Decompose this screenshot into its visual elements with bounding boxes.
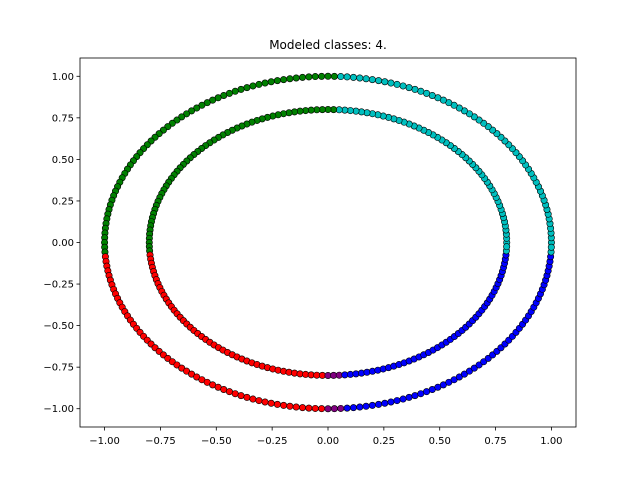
x-tick-label: −1.00 bbox=[89, 436, 120, 447]
data-point bbox=[249, 395, 257, 403]
data-point bbox=[330, 72, 338, 80]
data-point bbox=[343, 404, 351, 412]
x-axis: −1.00 −0.75 −0.50 −0.25 0.00 0.25 0.50 0.75 1.00 bbox=[89, 427, 563, 447]
data-point bbox=[324, 72, 332, 80]
data-point bbox=[318, 405, 326, 413]
data-point bbox=[311, 404, 319, 412]
data-point bbox=[305, 404, 313, 412]
data-point bbox=[267, 399, 275, 407]
data-point bbox=[286, 402, 294, 410]
data-point bbox=[255, 397, 263, 405]
data-point bbox=[417, 390, 425, 398]
data-point bbox=[237, 85, 245, 93]
y-tick-label: −0.75 bbox=[43, 363, 74, 374]
plot-frame bbox=[79, 57, 577, 428]
data-point bbox=[249, 82, 257, 90]
data-point bbox=[387, 398, 395, 406]
data-point bbox=[411, 392, 419, 400]
data-point bbox=[547, 243, 555, 251]
data-point bbox=[349, 404, 357, 412]
data-point bbox=[375, 400, 383, 408]
y-tick-label: −0.25 bbox=[43, 280, 74, 291]
y-tick-label: 0.25 bbox=[52, 196, 74, 207]
data-point bbox=[470, 364, 478, 372]
data-point bbox=[343, 73, 351, 81]
data-point bbox=[311, 73, 319, 81]
data-point bbox=[417, 87, 425, 95]
data-point bbox=[337, 73, 345, 81]
data-point bbox=[267, 78, 275, 86]
x-tick-label: 0.75 bbox=[484, 436, 506, 447]
data-point bbox=[237, 392, 245, 400]
data-point bbox=[286, 75, 294, 83]
y-tick-label: 0.00 bbox=[52, 238, 74, 249]
data-point bbox=[356, 74, 364, 82]
data-point bbox=[362, 402, 370, 410]
data-point bbox=[423, 89, 431, 97]
data-point bbox=[387, 79, 395, 87]
data-point bbox=[381, 78, 389, 86]
data-point bbox=[349, 73, 357, 81]
x-tick-label: 0.50 bbox=[429, 436, 451, 447]
y-tick-label: −0.50 bbox=[43, 321, 74, 332]
data-point bbox=[299, 404, 307, 412]
data-point bbox=[173, 361, 181, 369]
x-tick-label: 0.25 bbox=[373, 436, 395, 447]
data-point bbox=[330, 405, 338, 413]
data-point bbox=[405, 84, 413, 92]
data-point bbox=[280, 401, 288, 409]
data-point bbox=[292, 74, 300, 82]
data-point bbox=[305, 73, 313, 81]
data-point bbox=[292, 403, 300, 411]
data-point bbox=[356, 403, 364, 411]
data-point bbox=[324, 405, 332, 413]
data-point bbox=[503, 243, 511, 251]
data-point bbox=[231, 390, 239, 398]
data-points bbox=[101, 72, 555, 413]
data-point bbox=[178, 113, 186, 121]
data-point bbox=[393, 397, 401, 405]
data-point bbox=[475, 116, 483, 124]
data-point bbox=[399, 82, 407, 90]
data-point bbox=[411, 85, 419, 93]
data-point bbox=[405, 393, 413, 401]
x-tick-label: 0.00 bbox=[317, 436, 339, 447]
data-point bbox=[299, 73, 307, 81]
data-point bbox=[368, 76, 376, 84]
data-point bbox=[362, 75, 370, 83]
data-point bbox=[273, 77, 281, 85]
data-point bbox=[225, 388, 233, 396]
data-point bbox=[368, 401, 376, 409]
y-tick-label: 0.75 bbox=[52, 113, 74, 124]
data-point bbox=[280, 76, 288, 84]
x-tick-label: −0.25 bbox=[257, 436, 288, 447]
y-tick-label: 1.00 bbox=[52, 72, 74, 83]
data-point bbox=[243, 84, 251, 92]
data-point bbox=[255, 80, 263, 88]
data-point bbox=[231, 87, 239, 95]
data-point bbox=[399, 395, 407, 403]
data-point bbox=[261, 79, 269, 87]
data-point bbox=[393, 80, 401, 88]
data-point bbox=[381, 399, 389, 407]
x-tick-label: −0.50 bbox=[201, 436, 232, 447]
x-tick-label: 1.00 bbox=[540, 436, 562, 447]
chart-title: Modeled classes: 4. bbox=[269, 38, 387, 52]
data-point bbox=[375, 77, 383, 85]
data-point bbox=[243, 393, 251, 401]
x-tick-label: −0.75 bbox=[145, 436, 176, 447]
y-tick-label: −1.00 bbox=[43, 404, 74, 415]
data-point bbox=[318, 72, 326, 80]
data-point bbox=[337, 404, 345, 412]
y-axis: −1.00 −0.75 −0.50 −0.25 0.00 0.25 0.50 0.75 1.00 bbox=[43, 72, 80, 415]
data-point bbox=[273, 400, 281, 408]
data-point bbox=[261, 398, 269, 406]
y-tick-label: 0.50 bbox=[52, 155, 74, 166]
